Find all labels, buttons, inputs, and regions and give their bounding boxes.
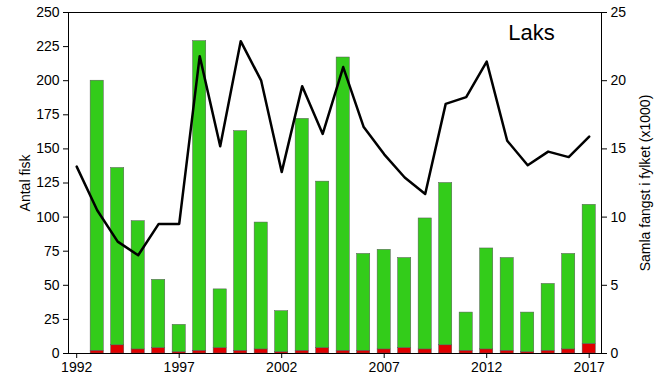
svg-text:125: 125: [36, 174, 60, 190]
svg-text:1997: 1997: [164, 359, 195, 375]
svg-text:Antal fisk: Antal fisk: [17, 154, 33, 212]
svg-text:0: 0: [52, 345, 60, 361]
svg-text:2017: 2017: [574, 359, 605, 375]
svg-text:10: 10: [611, 209, 627, 225]
svg-text:25: 25: [44, 311, 60, 327]
svg-text:100: 100: [36, 209, 60, 225]
svg-text:Samla fangst i fylket (x1000): Samla fangst i fylket (x1000): [637, 95, 653, 272]
svg-text:5: 5: [611, 277, 619, 293]
svg-text:150: 150: [36, 140, 60, 156]
svg-text:250: 250: [36, 4, 60, 20]
svg-text:2007: 2007: [369, 359, 400, 375]
svg-text:15: 15: [611, 140, 627, 156]
svg-text:Laks: Laks: [508, 20, 554, 45]
svg-text:50: 50: [44, 277, 60, 293]
svg-text:2012: 2012: [471, 359, 502, 375]
svg-text:1992: 1992: [61, 359, 92, 375]
svg-text:175: 175: [36, 106, 60, 122]
svg-text:25: 25: [611, 4, 627, 20]
svg-text:200: 200: [36, 72, 60, 88]
svg-text:20: 20: [611, 72, 627, 88]
svg-text:75: 75: [44, 243, 60, 259]
svg-text:0: 0: [611, 345, 619, 361]
svg-text:225: 225: [36, 38, 60, 54]
svg-text:2002: 2002: [266, 359, 297, 375]
